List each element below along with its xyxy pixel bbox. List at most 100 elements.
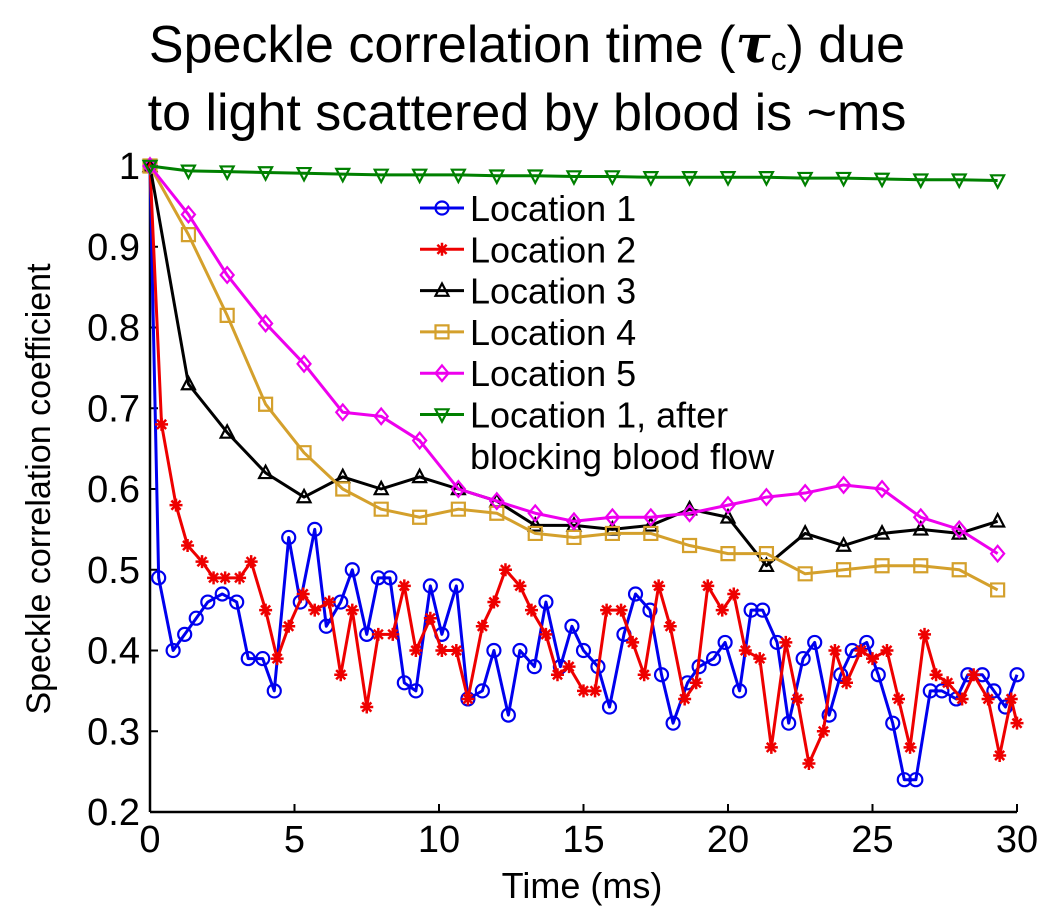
data-point <box>941 676 955 690</box>
data-point <box>758 171 775 187</box>
data-point <box>295 166 313 183</box>
data-point <box>450 479 467 496</box>
data-point <box>816 724 830 738</box>
data-point <box>642 602 658 618</box>
data-point <box>433 281 451 297</box>
data-point <box>151 570 167 586</box>
data-point <box>169 498 183 512</box>
data-point <box>412 509 428 525</box>
data-point <box>1009 667 1025 683</box>
data-point <box>411 431 428 451</box>
data-point <box>912 519 930 536</box>
y-tick-label: 0.5 <box>87 550 140 592</box>
data-point <box>912 507 929 527</box>
data-point <box>918 627 932 641</box>
x-tick-label: 10 <box>418 819 460 861</box>
data-point <box>270 652 284 666</box>
data-point <box>180 164 197 181</box>
data-point <box>281 529 297 546</box>
data-point <box>719 171 737 187</box>
y-tick-label: 0.2 <box>87 792 140 834</box>
y-tick-label: 0.4 <box>87 631 140 673</box>
data-point <box>955 692 969 706</box>
data-point <box>296 445 312 461</box>
data-point <box>795 650 811 667</box>
data-point <box>903 740 917 754</box>
data-point <box>564 618 580 634</box>
data-point <box>828 644 842 657</box>
y-tick-label: 0.7 <box>87 388 140 430</box>
data-point <box>435 242 449 256</box>
data-point <box>989 174 1006 191</box>
data-point <box>188 610 204 626</box>
data-point <box>719 507 737 524</box>
data-point <box>743 602 759 618</box>
data-point <box>214 586 230 602</box>
data-point <box>373 501 389 517</box>
x-tick-label: 20 <box>707 819 749 861</box>
data-point <box>836 562 852 578</box>
data-point <box>512 642 528 659</box>
title-part: ) due <box>787 16 906 74</box>
data-point <box>344 562 360 578</box>
data-point <box>950 173 968 190</box>
data-point <box>526 515 544 532</box>
data-point <box>885 715 901 731</box>
data-point <box>859 634 875 651</box>
data-point <box>334 668 348 682</box>
data-point <box>689 676 703 690</box>
data-point <box>802 757 816 771</box>
data-point <box>642 515 660 532</box>
data-point <box>449 644 463 657</box>
data-point <box>575 642 592 659</box>
data-point <box>433 408 451 425</box>
data-point <box>929 668 943 682</box>
data-point <box>705 650 722 667</box>
data-point <box>181 539 195 553</box>
data-point <box>229 594 245 610</box>
data-point <box>731 683 748 699</box>
data-point <box>539 627 553 641</box>
data-point <box>874 558 890 574</box>
data-point <box>796 523 814 540</box>
data-point <box>681 503 698 523</box>
data-point <box>307 521 323 537</box>
data-point <box>450 501 466 517</box>
title-part: c <box>771 41 787 77</box>
x-tick-label: 5 <box>284 819 305 861</box>
data-point <box>874 479 890 499</box>
legend-item: Location 5 <box>420 353 636 394</box>
data-point <box>360 700 374 714</box>
data-point <box>600 603 614 617</box>
data-point <box>562 660 576 674</box>
x-tick-label: 15 <box>562 819 604 861</box>
data-point <box>550 668 564 682</box>
y-tick-label: 0.3 <box>87 711 140 753</box>
data-point <box>892 692 906 706</box>
data-point <box>257 166 274 182</box>
data-point <box>908 772 924 788</box>
data-point <box>334 167 352 184</box>
legend-label: Location 2 <box>470 229 636 270</box>
data-point <box>797 483 814 503</box>
data-point <box>450 479 467 499</box>
data-point <box>604 170 621 187</box>
data-point <box>371 627 385 641</box>
data-point <box>701 579 715 593</box>
data-point <box>637 668 651 682</box>
data-point <box>282 619 296 633</box>
data-point <box>922 683 938 699</box>
series-line <box>149 164 998 183</box>
data-point <box>513 579 527 593</box>
data-point <box>951 519 968 539</box>
data-point <box>989 511 1006 528</box>
data-point <box>989 544 1006 564</box>
legend-label: Location 3 <box>470 271 636 312</box>
data-point <box>717 634 733 651</box>
y-tick-label: 0.6 <box>87 469 140 511</box>
data-point <box>758 487 775 507</box>
data-point <box>461 692 475 706</box>
data-point <box>397 579 411 593</box>
legend-label: Location 4 <box>470 312 636 353</box>
